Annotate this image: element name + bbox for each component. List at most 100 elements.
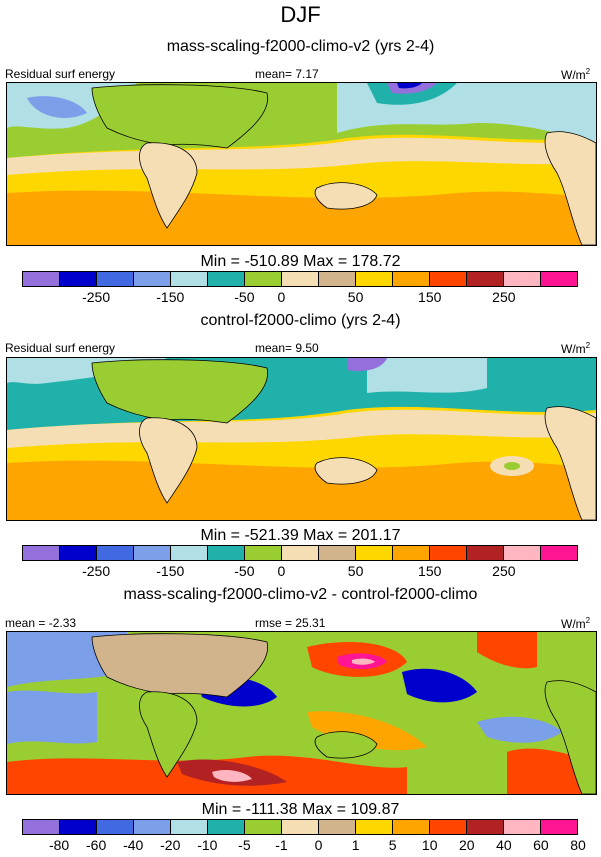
australia-land [314,182,378,210]
colorbar-swatch-7 [245,820,282,834]
africa-land [139,417,198,504]
colorbar-swatch-6 [208,272,245,286]
colorbar-swatch-3 [97,820,134,834]
panel2-units: W/m2 [561,341,591,356]
panel1-variable-label: Residual surf energy [5,67,116,81]
north-atlantic-blue [27,96,87,118]
colorbar-swatch-4 [134,546,171,560]
south-pacific-blue [477,716,562,743]
colorbar-swatch-11 [393,546,430,560]
australia-land [314,457,378,485]
southwest-pacific-orange [307,711,427,751]
central-pacific-deepblue [402,668,477,703]
colorbar-swatch-14 [504,546,541,560]
colorbar-swatch-12 [430,820,467,834]
colorbar-swatch-4 [134,820,171,834]
panel1-colorbar-ticks: -250 -150 -50 0 50 150 250 [22,289,578,307]
panel2-colorbar-ticks: -250 -150 -50 0 50 150 250 [22,563,578,581]
colorbar-tick-label: 0 [314,837,323,853]
panel3-mean-label: mean = -2.33 [5,616,77,630]
north-pacific-purple [347,358,387,372]
panel3-stats: Min = -111.38 Max = 109.87 [201,801,400,818]
colorbar-tick-label: 250 [492,289,516,305]
colorbar-swatch-3 [97,272,134,286]
panel2-variable-label: Residual surf energy [5,341,116,355]
atlantic-blue [7,690,97,744]
colorbar-tick-label: -250 [82,289,111,305]
panel3-colorbar [22,819,578,835]
south-pacific-green [504,462,520,470]
africa-land [139,142,198,229]
colorbar-tick-label: -10 [197,837,218,853]
colorbar-swatch-4 [134,272,171,286]
colorbar-tick-label: 10 [421,837,438,853]
colorbar-swatch-14 [504,272,541,286]
colorbar-tick-label: 50 [347,563,364,579]
colorbar-tick-label: 80 [570,837,586,853]
colorbar-swatch-12 [430,546,467,560]
colorbar-tick-label: 1 [351,837,360,853]
colorbar-tick-label: -20 [160,837,181,853]
colorbar-swatch-6 [208,820,245,834]
colorbar-tick-label: -50 [234,289,255,305]
colorbar-swatch-5 [171,272,208,286]
colorbar-swatch-15 [541,820,577,834]
panel2-title: control-f2000-climo (yrs 2-4) [200,312,401,329]
southern-orange [7,190,596,245]
panel1-title: mass-scaling-f2000-climo-v2 (yrs 2-4) [166,38,435,55]
americas-land [544,131,596,245]
panel1-map [6,82,597,246]
colorbar-swatch-7 [245,272,282,286]
colorbar-tick-label: -80 [48,837,70,853]
panel3-map [6,631,597,795]
africa-land [139,691,198,778]
colorbar-swatch-9 [319,272,356,286]
colorbar-swatch-15 [541,546,577,560]
colorbar-swatch-2 [60,546,97,560]
panel3-rmse-label: rmse = 25.31 [255,616,326,630]
colorbar-tick-label: -150 [156,563,185,579]
colorbar-tick-label: 150 [418,289,442,305]
panel3-colorbar-ticks: -80 -60 -40 -20 -10 -5 -1 0 1 5 10 20 40 60 80 [22,837,586,855]
panel2-map [6,357,597,521]
colorbar-swatch-11 [393,820,430,834]
colorbar-tick-label: 50 [347,289,364,305]
panel1-colorbar [22,271,578,287]
panel3-units: W/m2 [561,616,591,631]
colorbar-tick-label: 150 [418,563,442,579]
panel3-title: mass-scaling-f2000-climo-v2 - control-f2… [123,586,478,603]
colorbar-swatch-1 [23,272,60,286]
colorbar-swatch-7 [245,546,282,560]
southern-ocean-pink [212,769,252,782]
colorbar-swatch-1 [23,820,60,834]
colorbar-tick-label: 0 [277,563,286,579]
eurasia-land [91,84,269,149]
colorbar-swatch-8 [282,272,319,286]
eurasia-land [91,633,269,698]
colorbar-swatch-2 [60,820,97,834]
colorbar-tick-label: 5 [388,837,397,853]
north-pacific-cyan [337,83,477,133]
colorbar-swatch-9 [319,546,356,560]
north-pacific-teal [367,83,457,105]
panel2-stats: Min = -521.39 Max = 201.17 [200,527,401,544]
north-pacific-deepblue [397,83,422,89]
panel1-mean-label: mean= 7.17 [255,67,319,81]
colorbar-swatch-8 [282,546,319,560]
colorbar-tick-label: 250 [492,563,516,579]
colorbar-tick-label: -50 [234,563,255,579]
north-pacific-cyan [367,358,487,393]
colorbar-swatch-8 [282,820,319,834]
page-title: DJF [280,2,321,27]
northeast-pacific-red [477,632,537,669]
colorbar-tick-label: 60 [533,837,549,853]
colorbar-swatch-10 [356,820,393,834]
colorbar-swatch-13 [467,272,504,286]
colorbar-swatch-10 [356,272,393,286]
colorbar-swatch-5 [171,820,208,834]
colorbar-swatch-12 [430,272,467,286]
panel2-colorbar [22,545,578,561]
colorbar-swatch-3 [97,546,134,560]
panel1-units: W/m2 [561,67,591,82]
colorbar-swatch-5 [171,546,208,560]
